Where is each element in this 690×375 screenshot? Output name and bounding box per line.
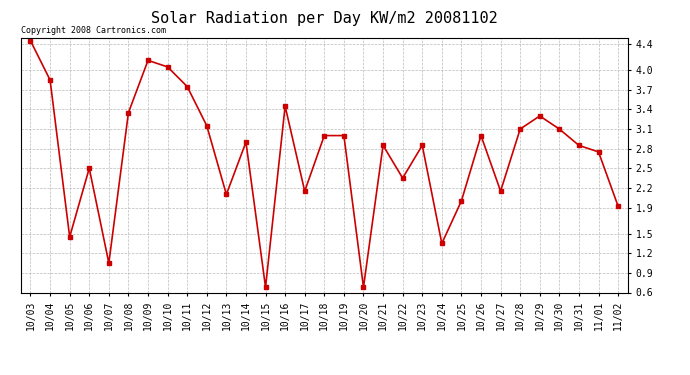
Text: Solar Radiation per Day KW/m2 20081102: Solar Radiation per Day KW/m2 20081102: [151, 11, 497, 26]
Text: Copyright 2008 Cartronics.com: Copyright 2008 Cartronics.com: [21, 26, 166, 35]
